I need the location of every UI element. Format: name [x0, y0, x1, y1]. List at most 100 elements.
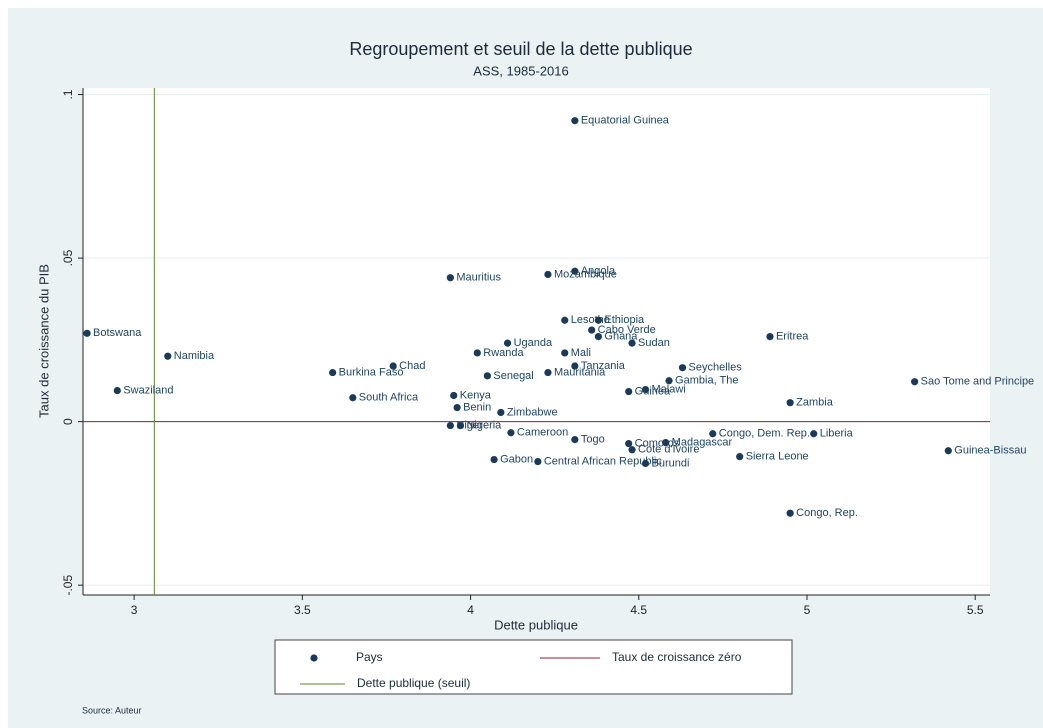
- point-label: Sao Tome and Principe: [921, 376, 1035, 388]
- point: [561, 349, 569, 357]
- x-tick-label: 4: [467, 603, 474, 617]
- point-label: Namibia: [174, 350, 215, 362]
- legend-label: Taux de croissance zéro: [612, 650, 742, 664]
- legend-label: Pays: [356, 650, 383, 664]
- point: [83, 329, 91, 337]
- y-tick-label: -.05: [61, 575, 75, 596]
- point: [665, 377, 673, 385]
- point: [544, 270, 552, 279]
- point: [571, 267, 579, 275]
- source-note: Source: Auteur: [82, 705, 142, 715]
- x-tick-label: 3: [131, 603, 138, 617]
- point-label: Rwanda: [483, 347, 524, 359]
- point-label: Niger: [456, 419, 483, 431]
- point-label: Togo: [581, 434, 605, 446]
- point-label: Ghana: [604, 330, 638, 342]
- point: [329, 368, 337, 377]
- point: [810, 430, 818, 438]
- point: [628, 339, 636, 347]
- point: [503, 339, 512, 347]
- point: [911, 378, 919, 386]
- point-label: Seychelles: [689, 362, 743, 374]
- point-label: Burundi: [652, 457, 690, 469]
- point-label: Botswana: [93, 327, 142, 339]
- point: [786, 399, 794, 407]
- point-label: Mauritius: [456, 272, 501, 284]
- point-label: Uganda: [514, 337, 553, 349]
- y-tick-label: .1: [61, 89, 75, 99]
- point: [628, 446, 636, 454]
- point-label: Cabo Verde: [598, 324, 656, 336]
- point: [786, 509, 794, 517]
- point: [571, 436, 579, 444]
- point-label: Burkina Faso: [339, 366, 404, 378]
- point-label: Equatorial Guinea: [581, 115, 670, 127]
- point: [709, 430, 717, 438]
- point-label: Swaziland: [123, 384, 173, 396]
- point: [588, 326, 596, 334]
- y-tick-label: 0: [61, 418, 75, 425]
- y-tick-label: .05: [61, 249, 75, 266]
- point-label: Nigeria: [466, 419, 502, 431]
- point: [164, 352, 172, 360]
- legend-marker: [310, 654, 318, 662]
- point: [625, 439, 633, 448]
- legend-label: Dette publique (seuil): [357, 676, 470, 690]
- point: [571, 362, 579, 370]
- point: [571, 117, 579, 125]
- point-label: Ethiopia: [604, 314, 645, 326]
- point-label: Kenya: [460, 389, 492, 401]
- point-label: Liberia: [820, 428, 854, 440]
- point: [473, 349, 481, 357]
- chart-title: Regroupement et seuil de la dette publiq…: [349, 39, 692, 59]
- point: [662, 438, 670, 447]
- point: [389, 362, 397, 370]
- point-label: Zimbabwe: [507, 406, 558, 418]
- point: [497, 408, 505, 417]
- point-label: Congo, Rep.: [796, 507, 858, 519]
- plot-area: [83, 88, 990, 595]
- x-axis-label: Dette publique: [494, 617, 578, 632]
- point-label: Senegal: [493, 370, 533, 382]
- point: [625, 387, 633, 396]
- point-label: Malawi: [652, 383, 686, 395]
- point-label: Madagascar: [672, 436, 733, 448]
- point-label: Cameroon: [517, 427, 568, 439]
- point-label: Central African Republic: [544, 455, 663, 467]
- point-label: Mozambique: [554, 268, 617, 280]
- x-tick-label: 3.5: [294, 603, 311, 617]
- point: [641, 459, 650, 468]
- point: [678, 364, 687, 372]
- point-label: Guinea-Bissau: [954, 445, 1026, 457]
- point-label: Congo, Dem. Rep.: [719, 428, 810, 440]
- point-label: Sierra Leone: [746, 451, 809, 463]
- point-label: Cote d'Ivoire: [638, 444, 699, 456]
- point: [641, 385, 650, 394]
- point: [944, 447, 952, 455]
- point: [594, 316, 603, 324]
- y-axis-label: Taux de croissance du PIB: [36, 264, 51, 418]
- point: [483, 372, 491, 380]
- x-tick-label: 5: [804, 603, 811, 617]
- point: [544, 368, 552, 377]
- point: [456, 421, 465, 430]
- point: [349, 394, 357, 402]
- point: [507, 429, 515, 437]
- point-label: Mali: [571, 347, 591, 359]
- point-label: Gambia, The: [675, 375, 738, 387]
- point: [766, 332, 774, 341]
- point-label: Chad: [399, 360, 425, 372]
- chart-subtitle: ASS, 1985-2016: [473, 63, 568, 78]
- point-label: Angola: [581, 265, 616, 277]
- point: [736, 453, 744, 461]
- point: [450, 391, 458, 400]
- point: [446, 421, 454, 430]
- point-label: Gabon: [500, 453, 533, 465]
- point: [534, 457, 542, 466]
- point-label: Eritrea: [776, 330, 809, 342]
- point: [113, 386, 121, 395]
- point-label: South Africa: [359, 392, 419, 404]
- point-label: Mauritania: [554, 366, 606, 378]
- point: [453, 403, 461, 412]
